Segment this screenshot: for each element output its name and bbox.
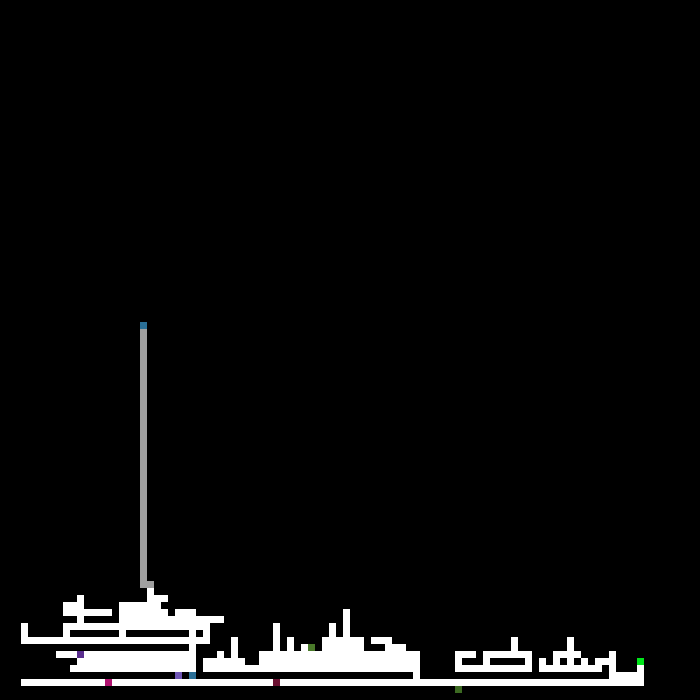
maze-wall-segment: [273, 623, 280, 665]
maze-wall-segment: [399, 644, 406, 658]
agent-trail-vertical: [140, 329, 147, 581]
markers-layer: [77, 322, 644, 693]
maze-wall-segment: [189, 616, 196, 644]
goal-marker: [637, 658, 644, 665]
maze-wall-segment: [259, 651, 266, 665]
maze-wall-segment: [189, 637, 196, 665]
maze-wall-segment: [119, 609, 168, 616]
maze-wall-segment: [77, 658, 196, 665]
maze-wall-segment: [210, 658, 245, 665]
maze-wall-segment: [287, 637, 294, 658]
maze-wall-segment: [301, 644, 308, 658]
maze-wall-segment: [322, 644, 364, 651]
maze-wall-segment: [385, 644, 406, 651]
agent-trail: [140, 329, 154, 588]
maze-wall-segment: [231, 637, 238, 665]
maze-wall-segment: [21, 623, 28, 644]
maze-wall-segment: [595, 658, 616, 665]
maze-wall-segment: [455, 651, 476, 658]
maze-wall-segment: [483, 651, 532, 658]
maze-wall-segment: [70, 665, 196, 672]
maze-wall-segment: [119, 602, 161, 609]
maze-wall-segment: [21, 679, 644, 686]
maze-wall-segment: [483, 651, 490, 665]
maze-wall-segment: [63, 609, 112, 616]
maze-wall-segment: [175, 609, 196, 616]
maze-wall-segment: [539, 665, 602, 672]
maze-wall-segment: [413, 651, 420, 679]
maze-wall-segment: [63, 623, 70, 644]
item-violet-marker: [175, 672, 182, 679]
item-blue-marker: [189, 672, 196, 679]
maze-wall-segment: [609, 651, 616, 679]
maze-wall-segment: [329, 623, 336, 644]
maze-wall-segment: [77, 595, 84, 623]
item-olive-marker: [308, 644, 315, 651]
maze-wall-segment: [525, 651, 532, 672]
item-darkred-marker: [273, 679, 280, 686]
maze-wall-segment: [147, 595, 168, 602]
maze-wall-segment: [539, 658, 546, 672]
maze-wall-segment: [21, 637, 210, 644]
maze-wall-segment: [56, 651, 196, 658]
maze-wall-segment: [385, 637, 392, 651]
maze-wall-segment: [567, 637, 574, 665]
maze-wall-segment: [371, 637, 392, 644]
maze-wall-segment: [63, 602, 84, 609]
agent-trail-corner: [140, 581, 154, 588]
maze-wall-segment: [511, 637, 518, 658]
maze-wall-segment: [147, 588, 154, 609]
maze-wall-segment: [581, 658, 588, 672]
maze-wall-segment: [455, 651, 462, 672]
maze-wall-segment: [553, 651, 560, 672]
maze-wall-segment: [119, 616, 224, 623]
item-olive-2-marker: [455, 686, 462, 693]
maze-wall-segment: [294, 651, 329, 658]
maze-wall-segment: [343, 609, 350, 644]
maze-wall-segment: [203, 658, 210, 672]
maze-wall-segment: [455, 665, 532, 672]
maze-wall-segment: [259, 651, 420, 658]
player-agent-marker: [140, 322, 147, 329]
maze-wall-segment: [77, 658, 84, 672]
maze-walls: [21, 588, 644, 686]
item-magenta-marker: [105, 679, 112, 686]
maze-wall-segment: [637, 658, 644, 686]
maze-wall-segment: [119, 623, 126, 644]
item-purple-marker: [77, 651, 84, 658]
maze-wall-segment: [203, 623, 210, 637]
maze-wall-segment: [63, 623, 210, 630]
maze-wall-segment: [609, 672, 644, 679]
maze-wall-segment: [217, 651, 224, 665]
maze-wall-segment: [357, 637, 364, 658]
maze-wall-segment: [315, 651, 322, 665]
maze-wall-segment: [259, 658, 420, 665]
maze-wall-segment: [203, 665, 420, 672]
